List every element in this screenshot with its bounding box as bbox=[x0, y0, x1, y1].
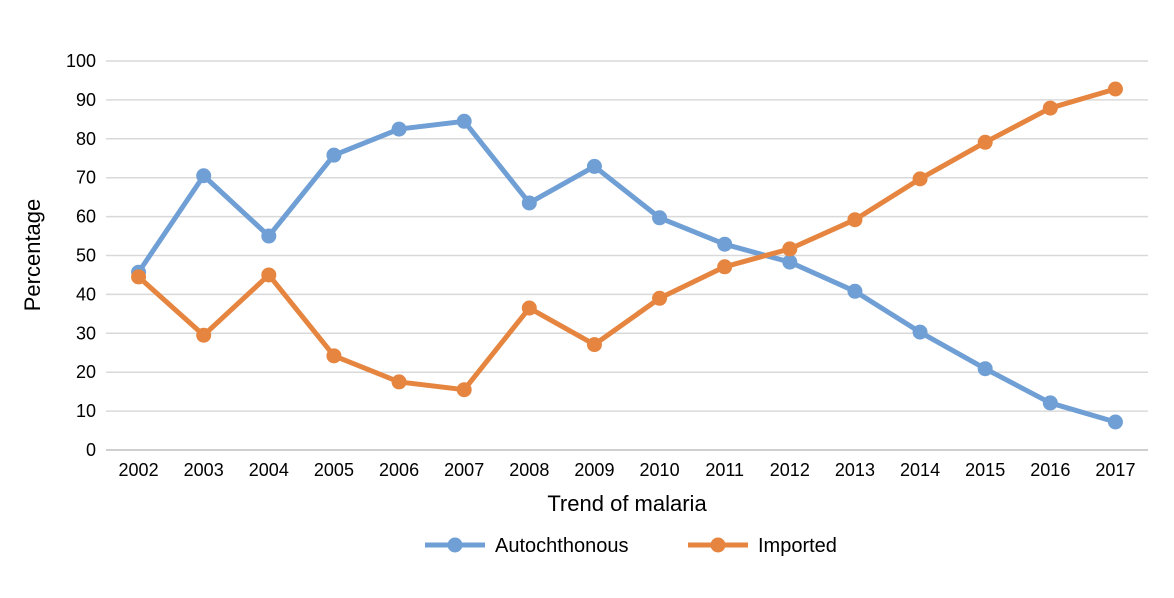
y-axis-title: Percentage bbox=[20, 199, 45, 312]
series-autochthonous bbox=[131, 113, 1123, 430]
data-point bbox=[1042, 100, 1058, 116]
y-tick-label: 10 bbox=[76, 401, 96, 421]
y-tick-label: 60 bbox=[76, 207, 96, 227]
data-point bbox=[977, 134, 993, 150]
legend-label: Autochthonous bbox=[495, 535, 628, 557]
x-tick-label: 2004 bbox=[249, 460, 289, 480]
x-tick-label: 2003 bbox=[184, 460, 224, 480]
x-tick-label: 2002 bbox=[119, 460, 159, 480]
data-point bbox=[652, 290, 668, 306]
data-point bbox=[1042, 395, 1058, 411]
y-tick-label: 30 bbox=[76, 323, 96, 343]
series-group bbox=[131, 81, 1123, 430]
data-point bbox=[521, 300, 537, 316]
data-point bbox=[717, 236, 733, 252]
x-tick-label: 2016 bbox=[1030, 460, 1070, 480]
x-axis-title: Trend of malaria bbox=[547, 491, 707, 516]
x-tick-label: 2013 bbox=[835, 460, 875, 480]
x-tick-label: 2017 bbox=[1095, 460, 1135, 480]
data-point bbox=[261, 228, 277, 244]
data-point bbox=[261, 267, 277, 283]
data-point bbox=[847, 212, 863, 228]
data-point bbox=[847, 283, 863, 299]
x-tick-label: 2015 bbox=[965, 460, 1005, 480]
y-axis-tick-labels: 0 10 20 30 40 50 60 70 80 90 100 bbox=[66, 51, 96, 460]
y-tick-label: 70 bbox=[76, 168, 96, 188]
y-tick-label: 20 bbox=[76, 362, 96, 382]
data-point bbox=[456, 382, 472, 398]
x-tick-label: 2007 bbox=[444, 460, 484, 480]
data-point bbox=[912, 324, 928, 340]
data-point bbox=[131, 269, 147, 285]
data-point bbox=[456, 113, 472, 129]
legend-item-imported: Imported bbox=[688, 535, 837, 557]
data-point bbox=[326, 348, 342, 364]
gridlines bbox=[106, 60, 1148, 412]
data-point bbox=[977, 361, 993, 377]
series-line bbox=[136, 86, 1118, 393]
data-point bbox=[391, 121, 407, 137]
x-tick-label: 2014 bbox=[900, 460, 940, 480]
data-point bbox=[326, 147, 342, 163]
data-point bbox=[912, 171, 928, 187]
x-tick-label: 2012 bbox=[770, 460, 810, 480]
legend-swatch-marker bbox=[710, 537, 726, 553]
data-point bbox=[782, 241, 798, 257]
x-tick-label: 2005 bbox=[314, 460, 354, 480]
data-point bbox=[196, 168, 212, 184]
x-tick-label: 2010 bbox=[640, 460, 680, 480]
y-tick-label: 90 bbox=[76, 90, 96, 110]
data-point bbox=[391, 374, 407, 390]
y-tick-label: 40 bbox=[76, 284, 96, 304]
x-axis-tick-labels: 2002 2003 2004 2005 2006 2007 2008 2009 2010 2011… bbox=[119, 460, 1136, 480]
data-point bbox=[1107, 81, 1123, 97]
series-imported bbox=[131, 81, 1123, 398]
legend-item-autochthonous: Autochthonous bbox=[425, 535, 628, 557]
legend-swatch-marker bbox=[447, 537, 463, 553]
data-point bbox=[196, 327, 212, 343]
series-line bbox=[136, 118, 1118, 425]
data-point bbox=[521, 195, 537, 211]
data-point bbox=[652, 210, 668, 226]
x-tick-label: 2011 bbox=[705, 460, 744, 480]
data-point bbox=[1107, 414, 1123, 430]
x-tick-label: 2009 bbox=[574, 460, 614, 480]
data-point bbox=[586, 337, 602, 353]
y-tick-label: 0 bbox=[86, 440, 96, 460]
y-tick-label: 100 bbox=[66, 51, 96, 71]
legend: Autochthonous Imported bbox=[425, 535, 837, 557]
data-point bbox=[782, 254, 798, 270]
y-tick-label: 80 bbox=[76, 129, 96, 149]
data-point bbox=[717, 259, 733, 275]
x-tick-label: 2008 bbox=[509, 460, 549, 480]
x-tick-label: 2006 bbox=[379, 460, 419, 480]
data-point bbox=[586, 158, 602, 174]
legend-label: Imported bbox=[758, 535, 837, 557]
y-tick-label: 50 bbox=[76, 246, 96, 266]
